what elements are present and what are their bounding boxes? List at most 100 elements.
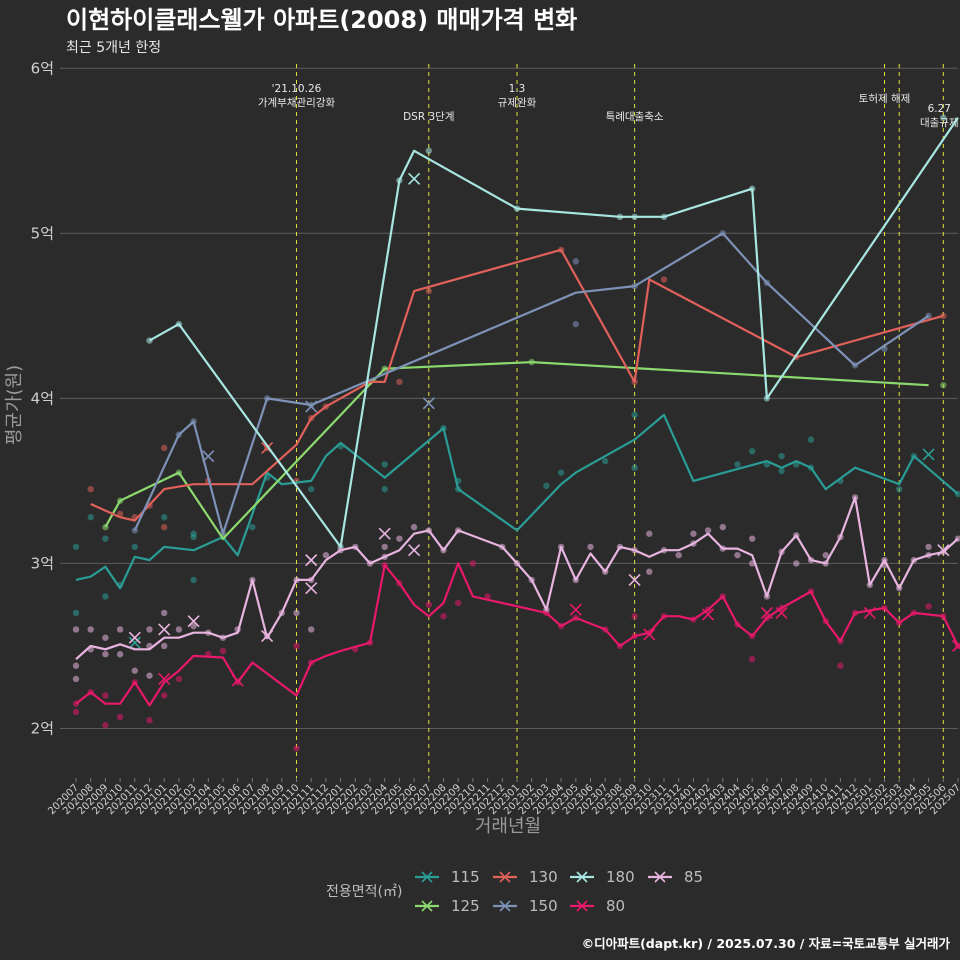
legend-label: 130 [529,868,558,886]
y-tick-label: 5억 [31,224,54,242]
event-annotation-text: 토허제 해제 [859,92,911,105]
series-line-150 [133,232,930,535]
cancelled-deal-mark [158,623,171,636]
data-point [293,609,300,617]
chart-title: 이현하이클래스웰가 아파트(2008) 매매가격 변화 [66,6,577,34]
data-point [249,523,256,531]
data-point [381,461,388,468]
data-point [87,626,94,633]
legend-label: 125 [451,897,480,915]
data-point [631,411,638,419]
cancelled-deal-mark [922,448,935,461]
legend-label: 80 [606,897,625,915]
data-point [102,721,109,729]
data-point [308,485,315,493]
data-point [440,613,447,620]
data-point [72,626,80,633]
data-point [543,482,550,490]
data-point [381,485,388,493]
data-point [631,464,638,471]
data-point [146,626,153,633]
data-point [778,467,785,475]
data-point [102,651,109,658]
data-point [425,601,432,608]
cancelled-deal-mark [305,400,318,413]
data-point [190,622,197,630]
legend-label: 85 [684,868,703,886]
data-point [131,543,138,551]
data-point [646,568,653,575]
legend-item-80: 80 [570,897,625,915]
data-point [410,523,418,531]
cancelled-deal-mark [863,606,876,620]
y-tick-label: 2억 [31,719,54,737]
data-point [161,444,168,452]
data-point [72,675,80,683]
data-point [587,543,594,551]
data-point [646,530,653,537]
legend-title: 전용면적(㎡) [326,884,402,900]
source-caption: ©디아파트(dapt.kr) / 2025.07.30 / 자료=국토교통부 실… [582,936,951,951]
data-point [690,530,697,537]
event-annotation-text: 대출규제 [920,117,959,129]
legend-label: 180 [606,868,635,886]
data-point [161,642,168,650]
data-point [896,485,903,493]
data-point [675,551,682,559]
y-axis-ticks: 2억 3억 4억 5억 6억 [31,59,54,737]
data-point [734,551,741,559]
series-line-85 [75,496,959,661]
data-point [308,626,315,633]
data-point [455,599,462,607]
data-point [102,692,109,699]
data-point [381,543,388,551]
y-tick-label: 4억 [31,389,54,407]
legend-item-150: 150 [493,897,558,915]
series-line-80 [75,562,959,707]
cancelled-deal-mark [202,450,215,463]
data-point [146,672,153,679]
data-point [293,745,300,752]
cancelled-deal-mark [158,672,171,686]
data-point [102,593,109,600]
event-annotation-text: 규제완화 [498,96,537,109]
cancelled-deal-mark [378,527,391,540]
y-tick-label: 6억 [31,59,54,77]
data-point [572,258,579,265]
event-annotation-text: 6.27 [928,103,951,115]
data-point [175,675,183,683]
data-point [102,535,109,542]
data-point [131,667,138,674]
cancelled-deal-mark [628,573,641,586]
data-point [116,651,124,658]
data-point [396,535,403,542]
data-point [72,708,80,716]
cancelled-deal-mark [702,608,715,621]
cancelled-deal-mark [408,544,421,557]
data-point [734,461,741,468]
data-point [793,560,800,567]
data-point [807,436,815,443]
data-point [557,469,565,476]
data-point [219,647,227,655]
cancelled-deal-mark [305,582,318,595]
legend-item-180: 180 [570,868,635,886]
series-layer [72,114,960,752]
data-point [161,523,168,531]
data-point [778,452,785,460]
data-point [146,717,153,724]
cancelled-deal-mark [231,674,244,687]
data-point [719,523,726,531]
series-line-130 [90,248,944,522]
chart-subtitle: 최근 5개년 한정 [66,40,161,56]
data-point [602,457,609,465]
legend-item-115: 115 [415,868,480,886]
data-point [190,533,197,541]
cancelled-deal-mark [305,554,318,567]
data-point [161,514,168,521]
data-point [925,603,932,610]
data-point [116,713,124,721]
y-axis-title: 평균가(원) [4,365,25,445]
